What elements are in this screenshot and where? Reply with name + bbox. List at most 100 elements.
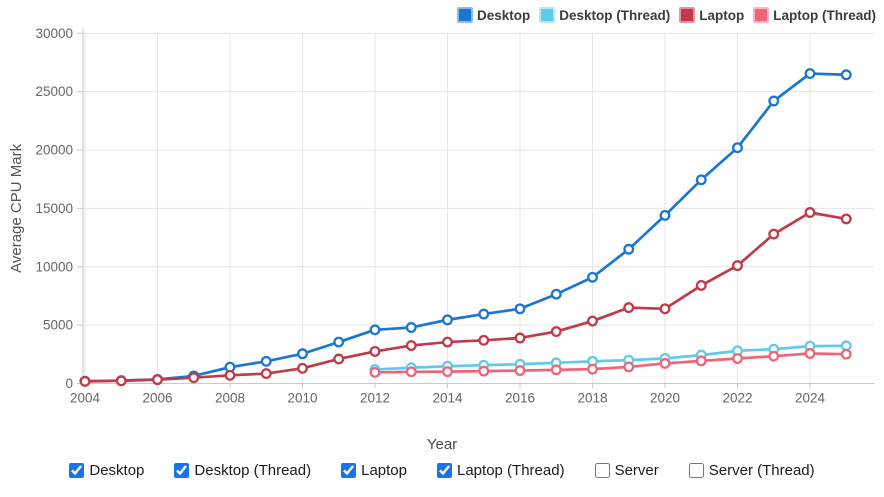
data-point-laptop-2010[interactable] [297,362,308,374]
y-tick-label: 20000 [35,143,73,158]
data-point-laptop-2018[interactable] [587,315,598,327]
checkbox-desktop-thread[interactable] [174,463,190,478]
series-toggle-server-thread[interactable]: Server (Thread) [688,462,815,479]
data-point-laptop-thread-2013[interactable] [405,366,417,378]
data-point-laptop-2007[interactable] [188,372,200,384]
y-tick-label: 10000 [35,259,73,274]
data-point-laptop-thread-2014[interactable] [442,366,453,378]
data-point-laptop-thread-2020[interactable] [659,357,671,369]
data-point-desktop-2009[interactable] [260,355,272,367]
data-point-desktop-2011[interactable] [333,336,345,348]
y-tick-label: 15000 [35,201,73,216]
data-point-laptop-2020[interactable] [659,303,671,315]
series-toggle-laptop-thread[interactable]: Laptop (Thread) [437,462,565,479]
data-point-desktop-2010[interactable] [297,348,308,360]
data-point-desktop-2024[interactable] [804,68,816,80]
x-tick-label: 2004 [70,391,101,406]
data-point-laptop-2004[interactable] [79,375,91,387]
series-line-desktop-thread [373,344,848,371]
data-point-laptop-thread-2012[interactable] [369,366,381,378]
data-point-desktop-2020[interactable] [659,209,671,221]
data-point-desktop-2012[interactable] [369,324,381,336]
x-axis-title: Year [426,436,458,453]
x-tick-label: 2020 [650,391,680,406]
x-tick-label: 2010 [287,391,317,406]
y-tick-label: 25000 [35,84,73,99]
data-point-desktop-2019[interactable] [623,243,635,255]
checkbox-label: Desktop (Thread) [194,462,312,479]
data-point-laptop-2012[interactable] [369,345,381,357]
data-point-desktop-2023[interactable] [768,95,780,107]
legend-item-laptop-thread[interactable]: Laptop (Thread) [753,7,876,23]
y-axis-title: Average CPU Mark [8,143,25,272]
data-point-laptop-2017[interactable] [550,326,562,338]
series-toggle-laptop[interactable]: Laptop [341,462,407,479]
legend-label: Laptop (Thread) [773,7,876,23]
legend-label: Desktop [476,7,531,23]
data-point-laptop-thread-2022[interactable] [732,353,743,364]
data-point-laptop-thread-2024[interactable] [804,348,816,359]
data-point-desktop-2016[interactable] [514,303,526,315]
checkbox-laptop-thread[interactable] [437,463,452,478]
legend-item-laptop[interactable]: Laptop [679,7,744,23]
data-point-laptop-2019[interactable] [623,302,635,314]
data-point-laptop-thread-2019[interactable] [623,361,635,373]
checkbox-laptop[interactable] [341,463,357,478]
legend-swatch-icon [753,7,770,23]
x-tick-label: 2008 [215,391,245,406]
series-toggle-desktop[interactable]: Desktop [69,462,144,479]
data-point-desktop-2013[interactable] [405,322,417,333]
data-point-laptop-2005[interactable] [115,375,127,387]
data-point-laptop-2013[interactable] [405,340,417,352]
data-point-desktop-2014[interactable] [442,314,453,326]
average-cpu-mark-line-chart: 0 5000 10000 15000 20000 25000 30000 2004 2006 20… [8,26,874,406]
x-tick-label: 2016 [505,391,535,406]
series-laptop-thread [369,348,852,378]
legend-label: Laptop [699,7,745,23]
data-point-laptop-thread-2016[interactable] [514,365,526,376]
legend-item-desktop[interactable]: Desktop [456,7,531,23]
x-tick-label: 2024 [795,391,826,406]
data-point-laptop-2023[interactable] [768,228,780,240]
checkbox-label: Desktop [89,462,145,479]
legend-item-desktop-thread[interactable]: Desktop (Thread) [539,7,670,23]
legend-swatch-icon [456,7,473,23]
data-point-laptop-2014[interactable] [442,336,453,348]
data-point-laptop-thread-2015[interactable] [478,365,490,377]
data-point-laptop-2024[interactable] [804,207,816,218]
checkbox-label: Server [614,462,659,479]
checkbox-label: Server (Thread) [708,462,815,479]
series-line-laptop-thread [373,352,848,374]
legend-label: Desktop (Thread) [559,7,671,23]
data-point-laptop-2021[interactable] [695,279,707,291]
y-tick-label: 5000 [43,318,73,333]
checkbox-server-thread[interactable] [688,463,704,478]
data-point-laptop-thread-2025[interactable] [840,348,852,360]
data-point-desktop-2017[interactable] [550,288,562,300]
data-point-desktop-2025[interactable] [840,69,852,81]
gridlines [83,32,874,384]
data-point-laptop-thread-2017[interactable] [550,364,562,376]
data-point-laptop-2022[interactable] [732,260,743,272]
data-point-desktop-2018[interactable] [587,271,598,283]
data-point-laptop-2006[interactable] [152,374,163,386]
data-point-laptop-2015[interactable] [478,334,490,346]
checkbox-server[interactable] [594,463,610,478]
data-point-laptop-2016[interactable] [514,332,526,344]
data-point-desktop-2021[interactable] [695,174,707,186]
x-tick-label: 2014 [432,391,463,406]
series-desktop [79,68,852,387]
series-toggle-server[interactable]: Server [594,462,659,479]
data-point-laptop-2008[interactable] [224,369,236,381]
data-point-laptop-2025[interactable] [840,213,852,225]
series-toggle-desktop-thread[interactable]: Desktop (Thread) [174,462,311,479]
data-point-laptop-thread-2021[interactable] [695,355,707,367]
data-point-laptop-2009[interactable] [260,368,272,380]
data-point-desktop-2022[interactable] [732,142,743,154]
data-point-laptop-2011[interactable] [333,353,345,365]
data-point-laptop-thread-2018[interactable] [587,363,598,375]
data-point-laptop-thread-2023[interactable] [768,350,780,362]
data-point-desktop-2015[interactable] [478,308,490,320]
checkbox-desktop[interactable] [69,463,85,478]
